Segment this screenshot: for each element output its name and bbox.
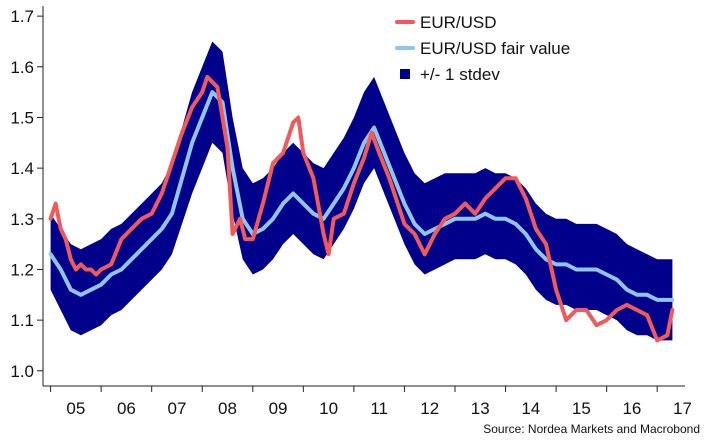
source-note: Source: Nordea Markets and Macrobond [483, 422, 700, 436]
legend-swatch [400, 69, 410, 79]
x-tick-label: 15 [572, 399, 591, 418]
eurusd-line [48, 74, 675, 343]
legend-label: EUR/USD [420, 13, 497, 32]
x-tick-label: 16 [622, 399, 641, 418]
y-tick-label: 1.7 [10, 7, 34, 26]
legend-label: EUR/USD fair value [420, 39, 570, 58]
x-tick-label: 13 [471, 399, 490, 418]
stdev-band [50, 41, 673, 341]
x-tick-label: 10 [319, 399, 338, 418]
legend-label: +/- 1 stdev [420, 65, 500, 84]
y-tick-label: 1.3 [10, 210, 34, 229]
y-tick-label: 1.6 [10, 58, 34, 77]
x-tick-label: 06 [117, 399, 136, 418]
x-tick-label: 07 [167, 399, 186, 418]
y-tick-label: 1.2 [10, 260, 34, 279]
x-tick-label: 09 [269, 399, 288, 418]
stdev-band-layer [50, 41, 673, 341]
y-tick-label: 1.5 [10, 108, 34, 127]
x-tick-label: 12 [420, 399, 439, 418]
x-tick-label: 08 [218, 399, 237, 418]
series-lines-layer [48, 74, 675, 343]
x-tick-label: 11 [370, 399, 388, 418]
y-tick-label: 1.4 [10, 159, 34, 178]
x-tick-label: 14 [521, 399, 540, 418]
fair-value-line [48, 90, 675, 302]
y-tick-label: 1.1 [10, 311, 34, 330]
x-tick-label: 17 [673, 399, 692, 418]
x-tick-label: 05 [66, 399, 85, 418]
axes-layer: 1.0 1.1 1.2 1.3 1.4 1.5 1.6 1.7 05 06 07 08 09 10 11 12… [10, 6, 692, 418]
y-tick-label: 1.0 [10, 362, 34, 381]
legend: EUR/USD EUR/USD fair value +/- 1 stdev [395, 13, 570, 84]
